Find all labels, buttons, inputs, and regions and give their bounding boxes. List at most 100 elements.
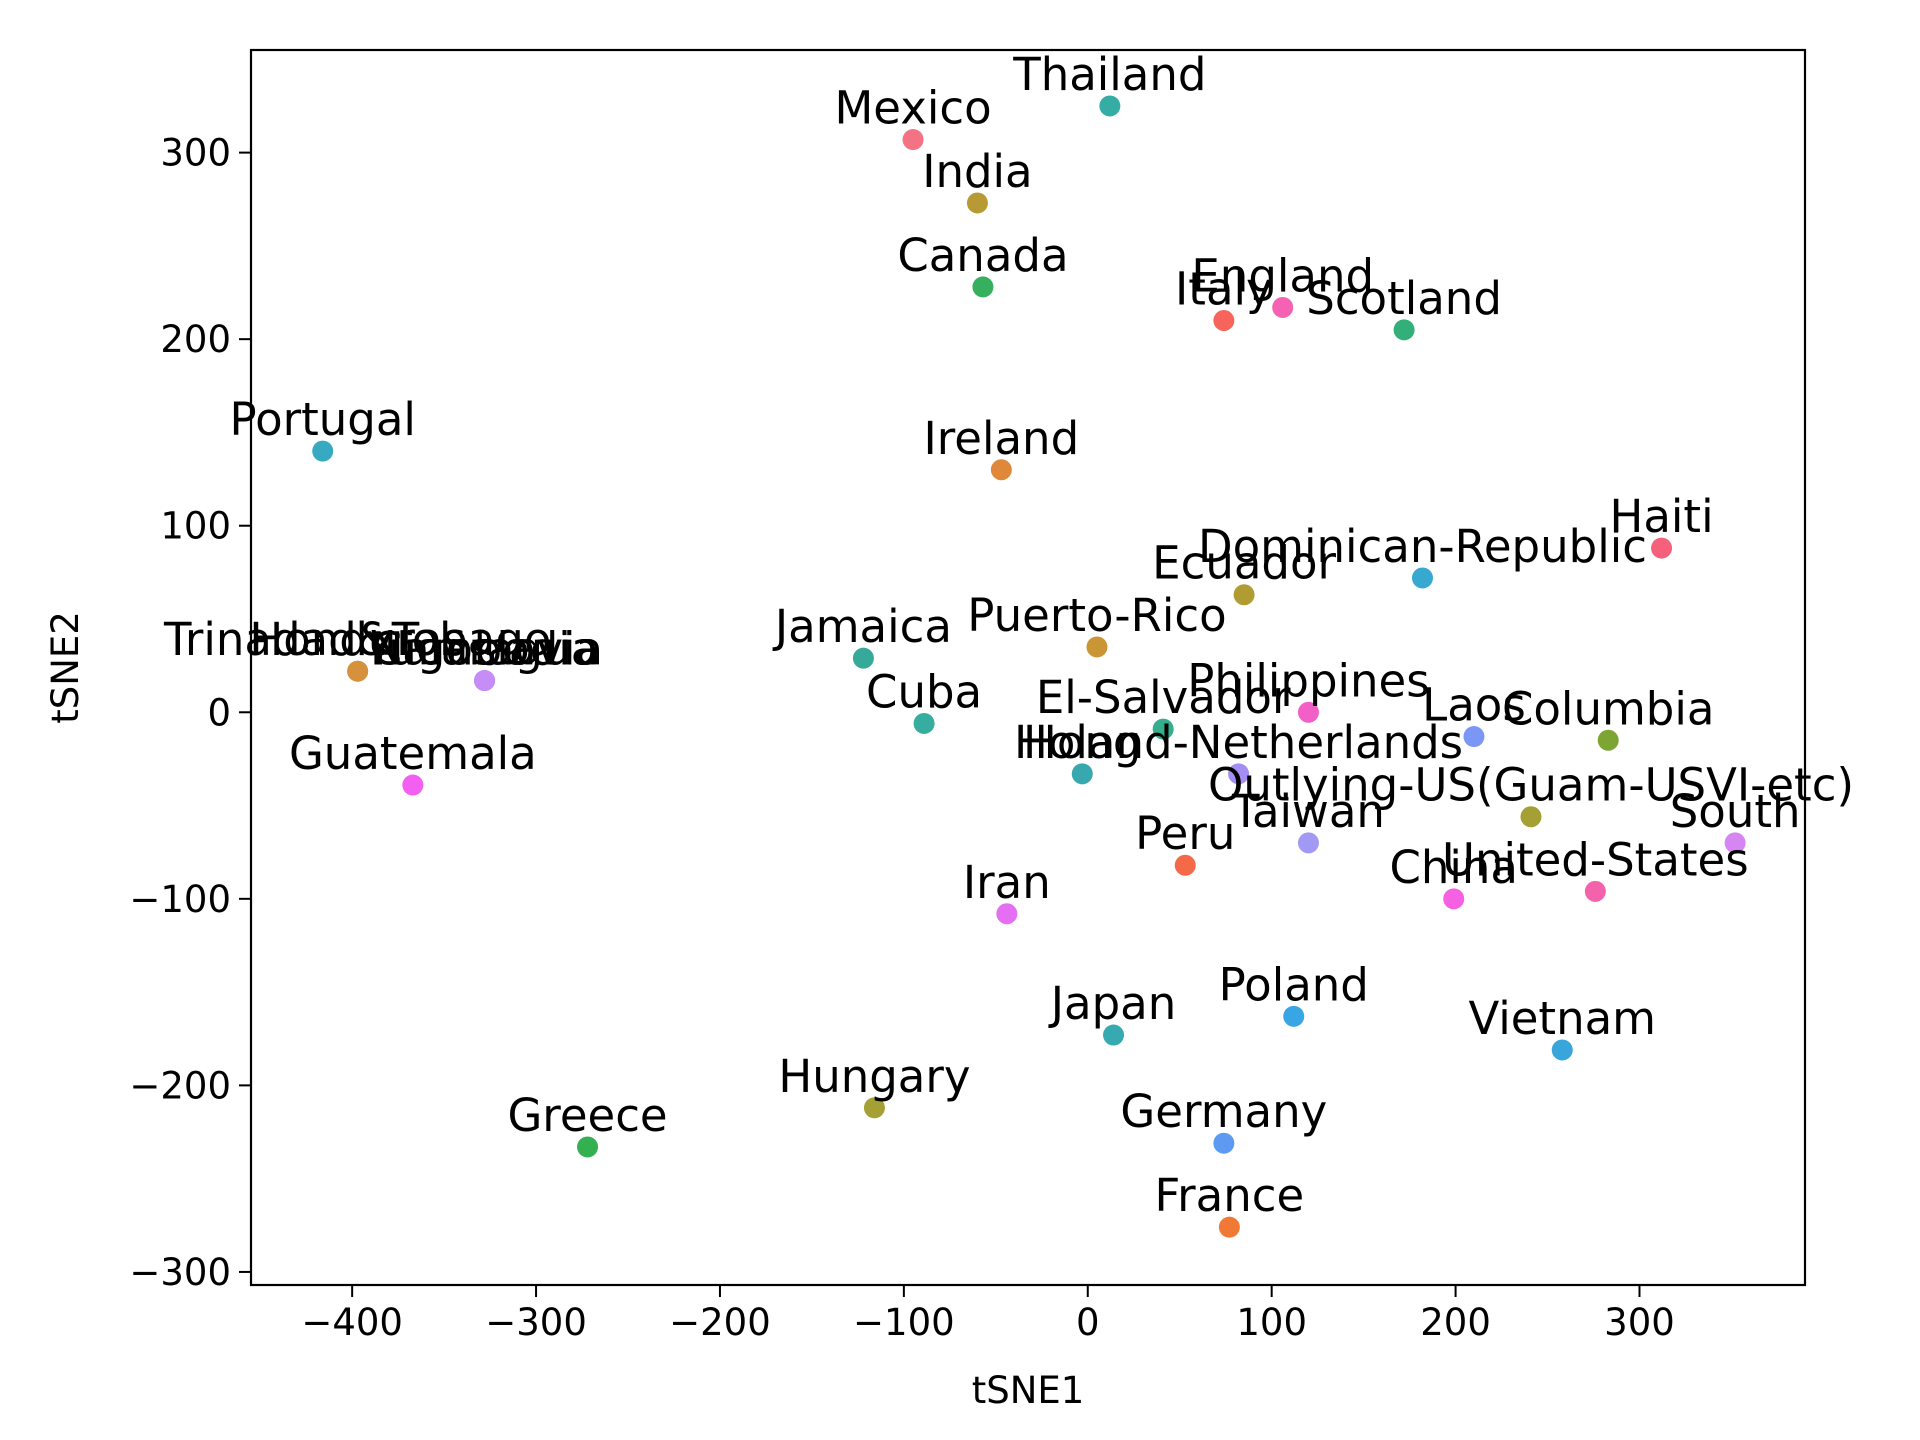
label-china: China <box>1389 841 1518 894</box>
point-united-states <box>1584 880 1606 902</box>
point-dominican-republic <box>1411 567 1433 589</box>
label-thailand: Thailand <box>1012 48 1206 101</box>
point-greece <box>577 1136 599 1158</box>
point-guatemala <box>402 774 424 796</box>
label-columbia: Columbia <box>1502 682 1714 735</box>
label-jamaica: Jamaica <box>772 600 952 653</box>
x-tick-label: −100 <box>853 1301 955 1344</box>
point-mexico <box>902 129 924 151</box>
label-yugoslavia: Yugoslavia <box>365 623 603 676</box>
label-scotland: Scotland <box>1306 272 1502 325</box>
label-laos: Laos <box>1422 679 1526 732</box>
x-tick-label: 200 <box>1420 1301 1491 1344</box>
x-tick-label: −300 <box>485 1301 587 1344</box>
point-thailand <box>1099 95 1121 117</box>
x-tick-label: −200 <box>669 1301 771 1344</box>
label-guatemala: Guatemala <box>289 727 537 780</box>
label-el-salvador: El-Salvador <box>1036 671 1291 724</box>
x-tick-label: 100 <box>1236 1301 1307 1344</box>
label-portugal: Portugal <box>230 393 416 446</box>
point-ecuador <box>1233 584 1255 606</box>
label-poland: Poland <box>1219 958 1369 1011</box>
label-puerto-rico: Puerto-Rico <box>967 589 1226 642</box>
point-jamaica <box>852 647 874 669</box>
point-trinadad-tobago <box>347 660 369 682</box>
point-china <box>1443 888 1465 910</box>
label-mexico: Mexico <box>834 82 991 135</box>
point-iran <box>996 903 1018 925</box>
label-honduras: Honduras <box>249 613 466 666</box>
point-vietnam <box>1551 1039 1573 1061</box>
label-india: India <box>922 145 1032 198</box>
point-columbia <box>1597 729 1619 751</box>
point-hong <box>1071 763 1093 785</box>
x-axis-label: tSNE1 <box>972 1369 1085 1412</box>
point-india <box>966 192 988 214</box>
label-hungary: Hungary <box>778 1050 970 1103</box>
label-greece: Greece <box>507 1089 667 1142</box>
y-tick-label: −100 <box>129 878 231 921</box>
label-vietnam: Vietnam <box>1468 992 1656 1045</box>
point-italy <box>1213 310 1235 332</box>
point-canada <box>972 276 994 298</box>
label-outlying-us-guam-usvi-etc: Outlying-US(Guam-USVI-etc) <box>1208 759 1854 812</box>
plot-frame <box>249 48 1807 1287</box>
x-tick-label: 300 <box>1604 1301 1675 1344</box>
x-tick-label: 0 <box>1076 1301 1100 1344</box>
point-cuba <box>913 712 935 734</box>
label-haiti: Haiti <box>1610 490 1714 543</box>
point-germany <box>1213 1132 1235 1154</box>
point-cambodia <box>474 670 496 692</box>
point-philippines <box>1297 701 1319 723</box>
point-outlying-us-guam-usvi-etc <box>1520 806 1542 828</box>
label-hong: Hong <box>1023 716 1141 769</box>
point-haiti <box>1651 537 1673 559</box>
label-cambodia: Cambodia <box>371 623 599 676</box>
point-france <box>1218 1216 1240 1238</box>
label-canada: Canada <box>897 229 1068 282</box>
point-portugal <box>312 440 334 462</box>
y-tick-label: 300 <box>160 132 231 175</box>
x-axis-ticks: −400 −300 −200 −100 0 100 200 300 <box>301 1285 1675 1344</box>
point-scotland <box>1393 319 1415 341</box>
point-holand-netherlands <box>1228 763 1250 785</box>
point-hungary <box>863 1097 885 1119</box>
point-puerto-rico <box>1086 636 1108 658</box>
label-japan: Japan <box>1048 977 1177 1030</box>
label-cuba: Cuba <box>866 665 982 718</box>
y-tick-label: −200 <box>129 1064 231 1107</box>
label-dominican-republic: Dominican-Republic <box>1198 520 1647 573</box>
label-france: France <box>1155 1169 1305 1222</box>
label-italy: Italy <box>1175 263 1273 316</box>
y-axis-label: tSNE2 <box>44 611 87 724</box>
label-south: South <box>1670 785 1801 838</box>
label-iran: Iran <box>963 856 1051 909</box>
y-tick-label: 0 <box>207 691 231 734</box>
label-taiwan: Taiwan <box>1231 785 1385 838</box>
label-germany: Germany <box>1120 1085 1327 1138</box>
point-laos <box>1463 726 1485 748</box>
label-nicaragua: Nicaragua <box>370 623 599 676</box>
label-holand-netherlands: Holand-Netherlands <box>1014 716 1463 769</box>
label-england: England <box>1191 249 1374 302</box>
point-poland <box>1283 1005 1305 1027</box>
point-el-salvador <box>1152 718 1174 740</box>
plot-area <box>312 95 1746 1238</box>
y-tick-label: 200 <box>160 318 231 361</box>
y-tick-label: 100 <box>160 505 231 548</box>
point-england <box>1272 296 1294 318</box>
point-peru <box>1174 854 1196 876</box>
y-tick-label: −300 <box>129 1251 231 1294</box>
y-axis-ticks: −300 −200 −100 0 100 200 300 <box>129 132 251 1294</box>
x-tick-label: −400 <box>301 1301 403 1344</box>
point-ireland <box>990 459 1012 481</box>
label-ireland: Ireland <box>924 412 1080 465</box>
label-peru: Peru <box>1135 807 1235 860</box>
label-philippines: Philippines <box>1187 654 1429 707</box>
point-south <box>1724 832 1746 854</box>
label-trinadad-tobago: Trinadad&Tobago <box>163 613 551 666</box>
label-united-states: United-States <box>1442 833 1749 886</box>
point-taiwan <box>1297 832 1319 854</box>
point-japan <box>1103 1024 1125 1046</box>
